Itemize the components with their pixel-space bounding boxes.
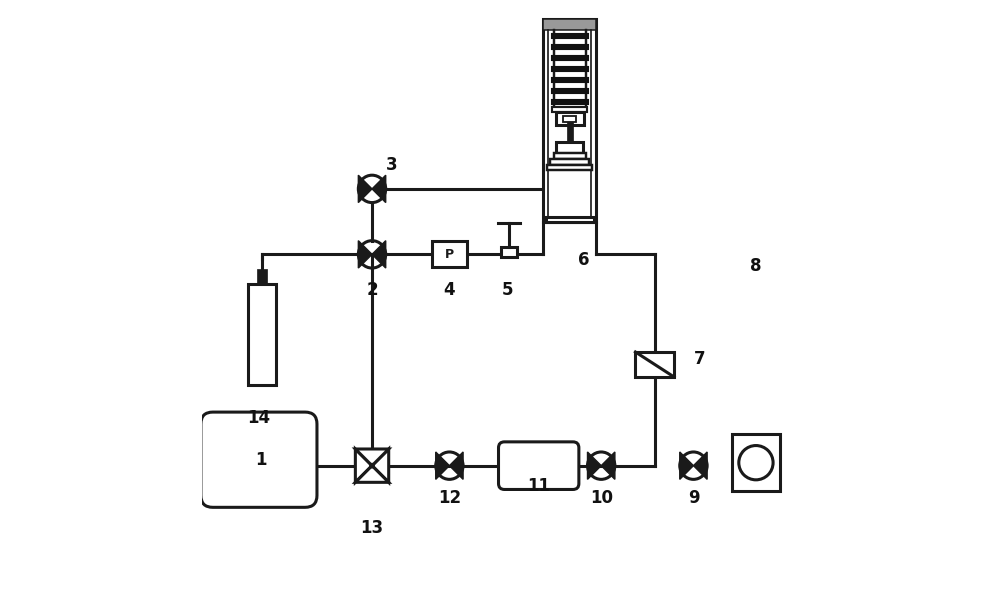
FancyBboxPatch shape	[499, 442, 579, 490]
FancyBboxPatch shape	[201, 412, 317, 507]
Polygon shape	[693, 452, 707, 480]
Text: 1: 1	[255, 451, 266, 469]
Polygon shape	[355, 449, 372, 483]
Polygon shape	[372, 175, 386, 203]
Text: 14: 14	[247, 409, 270, 427]
Bar	[552, 107, 587, 112]
Bar	[732, 434, 780, 491]
Bar	[635, 352, 674, 377]
Polygon shape	[372, 240, 386, 268]
Polygon shape	[355, 449, 389, 466]
Text: 6: 6	[578, 251, 589, 269]
Bar	[543, 19, 596, 30]
Polygon shape	[601, 452, 615, 480]
Bar	[248, 284, 276, 385]
Bar	[432, 241, 467, 267]
Text: 12: 12	[438, 489, 461, 507]
Text: 10: 10	[590, 489, 613, 507]
Text: 3: 3	[386, 156, 397, 174]
Bar	[556, 112, 584, 126]
Polygon shape	[358, 175, 372, 203]
Bar	[563, 116, 576, 121]
Text: 5: 5	[502, 281, 513, 299]
Bar	[546, 216, 594, 222]
Polygon shape	[680, 452, 693, 480]
Bar	[543, 19, 596, 222]
Polygon shape	[587, 452, 601, 480]
Bar	[547, 165, 592, 170]
Text: 8: 8	[750, 257, 761, 275]
Polygon shape	[436, 452, 449, 480]
Polygon shape	[372, 449, 389, 483]
Text: 2: 2	[366, 281, 378, 299]
Text: P: P	[445, 248, 454, 261]
Polygon shape	[355, 466, 389, 483]
Bar	[554, 153, 586, 159]
Bar	[556, 142, 583, 153]
Bar	[257, 269, 267, 284]
Text: 7: 7	[694, 349, 705, 368]
Polygon shape	[449, 452, 463, 480]
Text: 11: 11	[527, 477, 550, 496]
Bar	[550, 159, 589, 165]
Text: 4: 4	[444, 281, 455, 299]
Polygon shape	[358, 240, 372, 268]
Bar	[501, 246, 517, 257]
Circle shape	[370, 463, 374, 468]
Text: 13: 13	[360, 519, 384, 537]
Text: 9: 9	[688, 489, 699, 507]
